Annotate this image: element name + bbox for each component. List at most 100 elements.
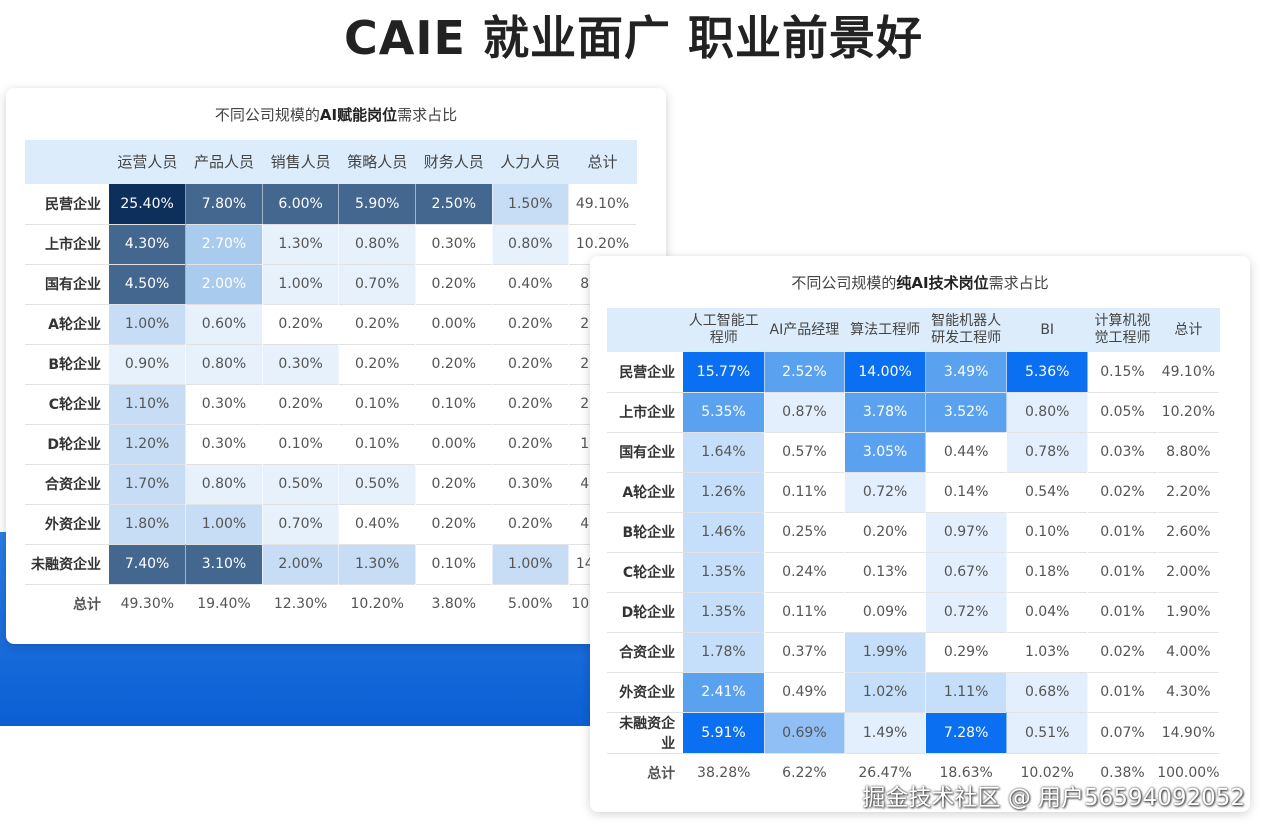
table-row: 上市企业 5.35% 0.87% 3.78% 3.52% 0.80% 0.05% 10.20%: [607, 392, 1221, 432]
heatmap-cell: 7.28%: [925, 712, 1008, 753]
heatmap-cell: 1.70%: [109, 464, 187, 504]
heatmap-cell: 0.20%: [492, 504, 570, 544]
column-total-cell: 38.28%: [697, 765, 751, 782]
row-label: 国有企业: [45, 277, 102, 293]
header-row: 运营人员 产品人员 销售人员 策略人员 财务人员 人力人员 总计: [25, 140, 637, 184]
heatmap-cell: 0.04%: [1006, 592, 1089, 632]
heatmap-cell: 0.68%: [1006, 672, 1089, 712]
corner-cell: [607, 308, 683, 352]
heatmap-cell: 0.30%: [262, 344, 340, 384]
row-total-cell: 2.00%: [1157, 552, 1221, 592]
column-header: 总计: [1174, 321, 1203, 338]
pure-ai-roles-card: 不同公司规模的纯AI技术岗位需求占比 人工智能工程师 AI产品经理 算法工程师 智能机…: [590, 256, 1250, 812]
heatmap-cell: 1.00%: [109, 304, 187, 344]
column-header: 销售人员: [270, 152, 331, 171]
column-header: 人工智能工程师: [688, 313, 759, 346]
heatmap-cell: 1.11%: [925, 672, 1008, 712]
heatmap-cell: 1.00%: [262, 264, 340, 304]
row-label: 外资企业: [45, 517, 102, 533]
heatmap-cell: 1.00%: [492, 544, 570, 584]
heatmap-cell: 0.57%: [764, 432, 846, 472]
row-total-cell: 2.60%: [1157, 512, 1221, 552]
heatmap-cell: 1.30%: [338, 544, 417, 584]
row-total-cell: 8.80%: [1157, 432, 1221, 472]
heatmap-cell: 2.70%: [185, 224, 263, 264]
row-label: D轮企业: [621, 605, 676, 621]
heatmap-cell: 0.40%: [492, 264, 570, 304]
row-total-cell: 4.30%: [1157, 672, 1221, 712]
column-header: 算法工程师: [850, 321, 921, 338]
heatmap-cell: 0.72%: [925, 592, 1008, 632]
heatmap-cell: 5.91%: [683, 712, 765, 753]
heatmap-cell: 2.00%: [262, 544, 340, 584]
heatmap-cell: 0.09%: [844, 592, 927, 632]
heatmap-cell: 1.35%: [683, 592, 765, 632]
heatmap-cell: 0.80%: [185, 344, 263, 384]
heatmap-cell: 0.30%: [415, 224, 493, 264]
heatmap-cell: 0.20%: [338, 344, 417, 384]
heatmap-cell: 0.07%: [1087, 712, 1158, 753]
column-total-cell: 100.00%: [1157, 765, 1220, 782]
heatmap-cell: 0.97%: [925, 512, 1008, 552]
heatmap-cell: 0.10%: [338, 384, 417, 424]
heatmap-cell: 0.49%: [764, 672, 846, 712]
heatmap-cell: 3.78%: [844, 392, 927, 432]
row-label: 未融资企业: [619, 715, 676, 752]
table-row: 国有企业 1.64% 0.57% 3.05% 0.44% 0.78% 0.03% 8.80%: [607, 432, 1221, 472]
row-label: A轮企业: [622, 485, 676, 501]
heatmap-cell: 0.15%: [1087, 352, 1158, 392]
heatmap-cell: 0.67%: [925, 552, 1008, 592]
heatmap-cell: 0.80%: [338, 224, 417, 264]
total-row: 总计 38.28% 6.22% 26.47% 18.63% 10.02% 0.38% 100.…: [607, 753, 1220, 793]
watermark: 掘金技术社区 @ 用户56594092052: [862, 785, 1245, 811]
card-title: 不同公司规模的AI赋能岗位需求占比: [6, 104, 666, 125]
heatmap-cell: 0.20%: [415, 504, 493, 544]
heatmap-cell: 0.80%: [492, 224, 570, 264]
heatmap-cell: 2.52%: [764, 352, 846, 392]
heatmap-cell: 0.29%: [925, 632, 1008, 672]
heatmap-cell: 0.50%: [262, 464, 340, 504]
heatmap-cell: 0.60%: [185, 304, 263, 344]
heatmap-cell: 0.20%: [844, 512, 927, 552]
heatmap-cell: 4.30%: [109, 224, 187, 264]
column-total-cell: 3.80%: [431, 596, 477, 613]
row-label: B轮企业: [48, 357, 102, 373]
heatmap-cell: 0.78%: [1006, 432, 1089, 472]
heatmap-cell: 1.46%: [683, 512, 765, 552]
row-total-cell: 49.10%: [1157, 352, 1221, 392]
row-label: 国有企业: [619, 445, 676, 461]
column-header: BI: [1040, 321, 1055, 338]
heatmap-cell: 0.10%: [338, 424, 417, 464]
table-header: 人工智能工程师 AI产品经理 算法工程师 智能机器人研发工程师 BI 计算机视觉工程师 总计: [607, 308, 1220, 352]
heatmap-cell: 0.20%: [492, 304, 570, 344]
heatmap-cell: 15.77%: [683, 352, 765, 392]
heatmap-cell: 1.26%: [683, 472, 765, 512]
heatmap-cell: 0.30%: [492, 464, 570, 504]
heatmap-cell: 25.40%: [109, 184, 187, 224]
heatmap-cell: 0.20%: [262, 304, 340, 344]
heatmap-cell: 1.03%: [1006, 632, 1089, 672]
row-total-cell: 4.00%: [1157, 632, 1221, 672]
heatmap-cell: 0.02%: [1087, 472, 1158, 512]
heatmap-cell: 0.05%: [1087, 392, 1158, 432]
table-row: 未融资企业7.40%3.10%2.00%1.30%0.10%1.00%14.90…: [25, 544, 637, 584]
row-label: 民营企业: [619, 364, 676, 381]
pure-ai-roles-table: 人工智能工程师 AI产品经理 算法工程师 智能机器人研发工程师 BI 计算机视觉工程师 总计…: [607, 308, 1221, 793]
header-row: 人工智能工程师 AI产品经理 算法工程师 智能机器人研发工程师 BI 计算机视觉工程师 总计: [607, 308, 1220, 352]
heatmap-cell: 1.02%: [844, 672, 927, 712]
column-total-cell: 49.30%: [120, 596, 175, 613]
heatmap-cell: 0.10%: [262, 424, 340, 464]
row-total-cell: 2.20%: [1157, 472, 1221, 512]
heatmap-cell: 0.00%: [415, 424, 493, 464]
heatmap-cell: 1.20%: [109, 424, 187, 464]
heatmap-cell: 0.87%: [764, 392, 846, 432]
column-total-cell: 6.22%: [782, 765, 827, 782]
row-label: C轮企业: [48, 397, 102, 413]
heatmap-cell: 0.11%: [764, 592, 846, 632]
